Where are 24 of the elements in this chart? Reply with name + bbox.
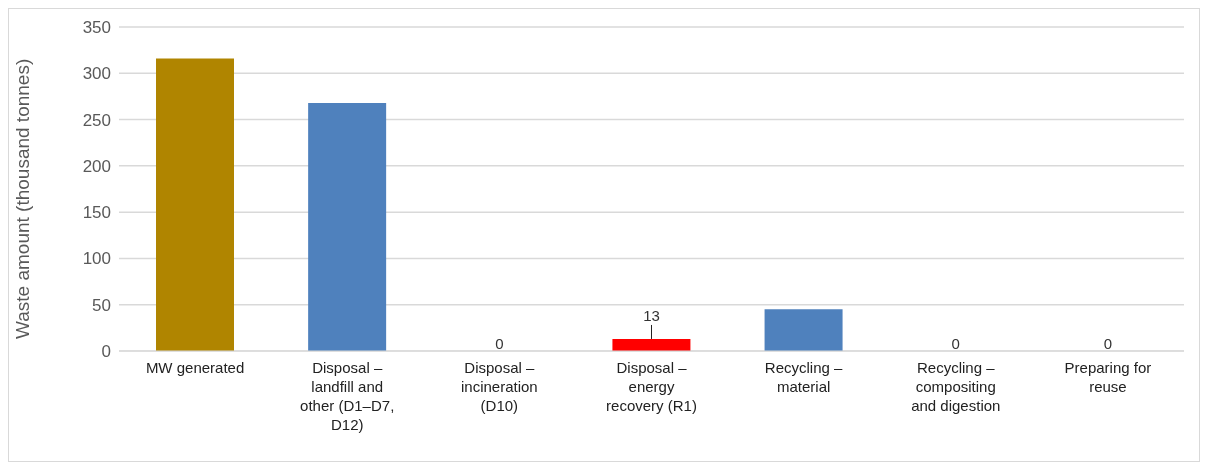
x-tick-label: MW generated <box>145 359 245 376</box>
x-tick-label: Recycling – compositing and digestion <box>911 359 1001 414</box>
data-label: 0 <box>495 335 504 352</box>
x-tick-label: Preparing for reuse <box>1064 359 1152 395</box>
bar <box>612 338 691 351</box>
data-label: 0 <box>1103 335 1113 352</box>
y-tick-label: 250 <box>82 110 111 130</box>
data-label: 0 <box>951 335 960 352</box>
data-label: 13 <box>643 306 660 324</box>
bar <box>156 58 234 351</box>
x-tick-label: Disposal – energy recovery (R1) <box>606 359 697 414</box>
bar <box>764 309 843 351</box>
y-tick-label: 350 <box>82 18 111 38</box>
bar <box>308 102 387 351</box>
x-tick-label: Disposal – landfill and other (D1–D7, D12) <box>300 359 395 433</box>
y-tick-label: 300 <box>82 64 111 84</box>
x-tick-label: Disposal – incineration (D10) <box>461 359 538 414</box>
y-tick-label: 200 <box>82 156 111 176</box>
y-tick-label: 150 <box>82 203 111 223</box>
y-tick-label: 100 <box>82 249 111 269</box>
y-axis-title: Waste amount (thousand tonnes) <box>11 58 33 339</box>
x-tick-label: Recycling – material <box>764 359 844 395</box>
y-tick-label: 50 <box>92 295 111 315</box>
y-tick-label: 0 <box>101 342 111 362</box>
